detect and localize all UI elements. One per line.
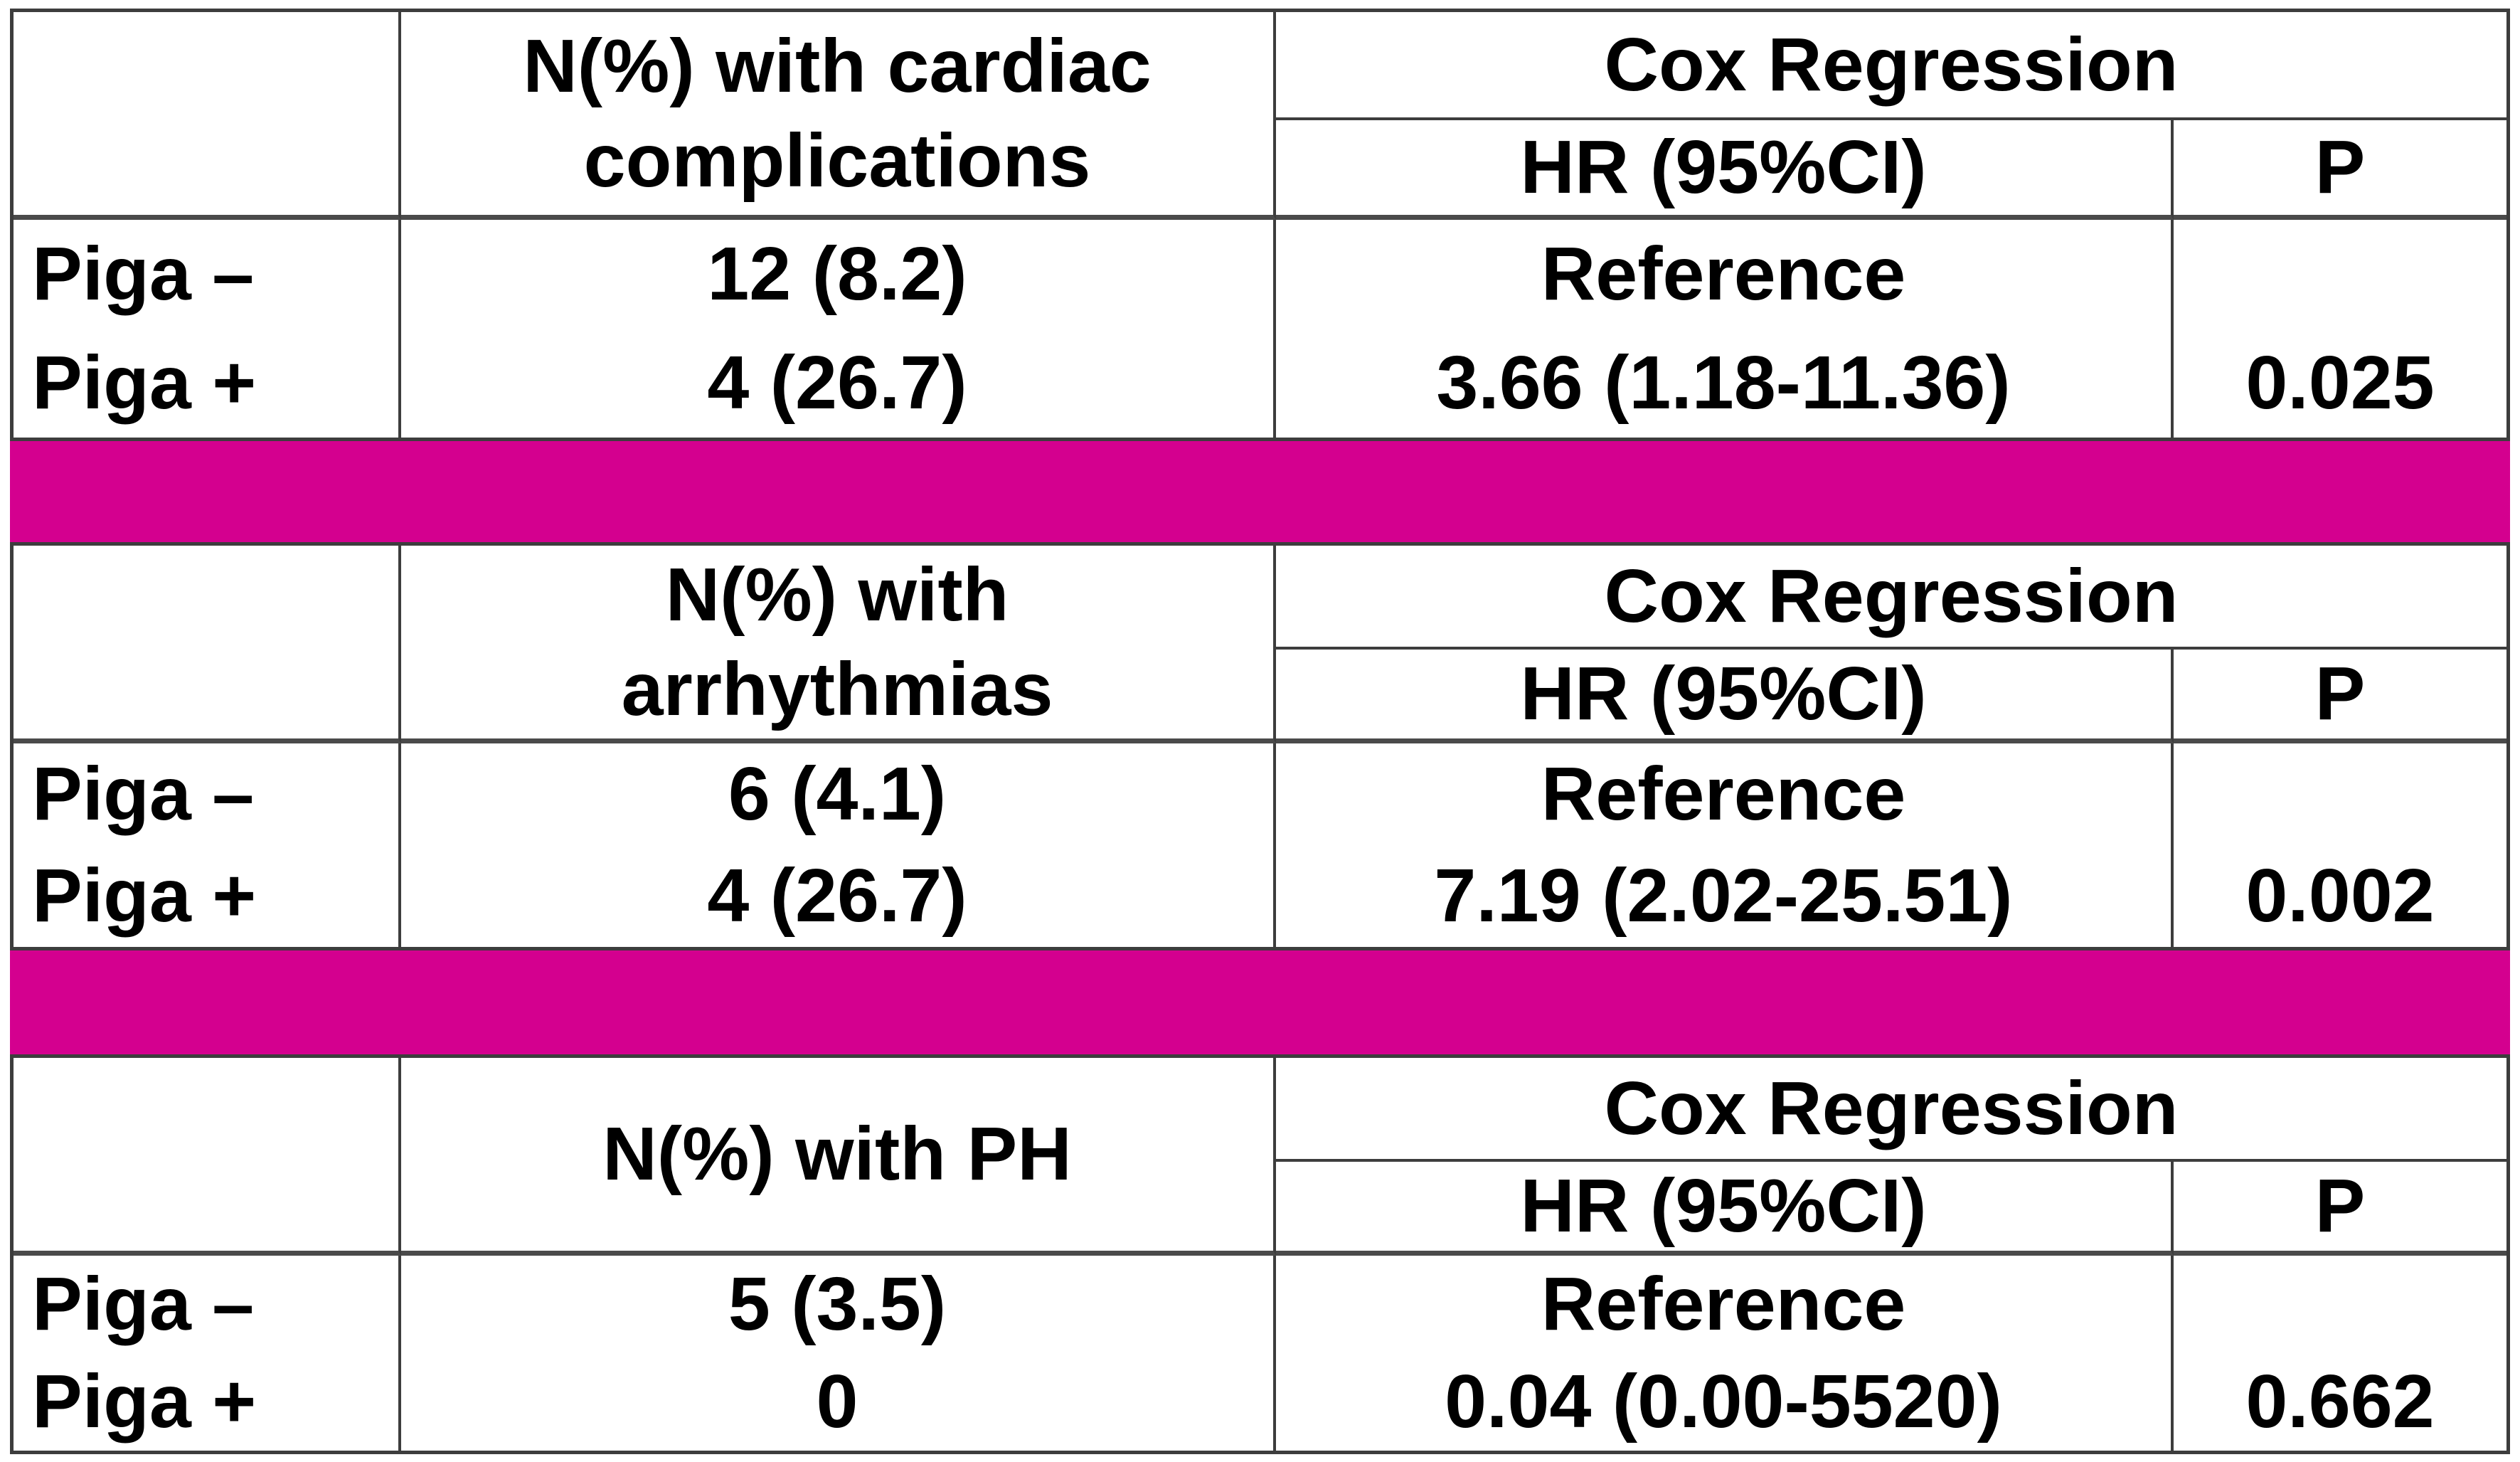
magenta-separator-bar bbox=[10, 441, 2510, 542]
measure-header-line: N(%) with bbox=[665, 553, 1009, 637]
measure-header-line: N(%) with cardiac bbox=[523, 24, 1152, 108]
measure-header-line: complications bbox=[583, 118, 1091, 203]
hazard-ratio-value: 7.19 (2.02-25.51) bbox=[1434, 854, 2013, 938]
group-label-cell: Piga – Piga + bbox=[14, 220, 401, 438]
p-value-header: P bbox=[2174, 650, 2506, 743]
n-percent-cell: 6 (4.1) 4 (26.7) bbox=[401, 743, 1276, 947]
n-percent-value: 4 (26.7) bbox=[707, 854, 967, 938]
hazard-ratio-value: 0.04 (0.00-5520) bbox=[1445, 1360, 2002, 1444]
p-value bbox=[2174, 220, 2506, 329]
corner-empty-cell bbox=[14, 546, 401, 743]
n-percent-cell: 12 (8.2) 4 (26.7) bbox=[401, 220, 1276, 438]
corner-empty-cell bbox=[14, 12, 401, 220]
hazard-ratio-cell: Reference 0.04 (0.00-5520) bbox=[1276, 1256, 2174, 1451]
cox-regression-header: Cox Regression bbox=[1276, 12, 2506, 120]
section-cardiac-complications: N(%) with cardiac complications Cox Regr… bbox=[10, 9, 2510, 441]
n-percent-cell: 5 (3.5) 0 bbox=[401, 1256, 1276, 1451]
p-value: 0.025 bbox=[2245, 341, 2435, 425]
hazard-ratio-cell: Reference 7.19 (2.02-25.51) bbox=[1276, 743, 2174, 947]
section-pulmonary-hypertension: N(%) with PH Cox Regression HR (95%CI) P… bbox=[10, 1054, 2510, 1454]
hazard-ratio-value: 3.66 (1.18-11.36) bbox=[1436, 341, 2011, 425]
p-value bbox=[2174, 743, 2506, 845]
group-label: Piga + bbox=[32, 854, 257, 938]
hazard-ratio-cell: Reference 3.66 (1.18-11.36) bbox=[1276, 220, 2174, 438]
hr-ci-header: HR (95%CI) bbox=[1276, 1162, 2174, 1256]
measure-header-ph: N(%) with PH bbox=[401, 1058, 1276, 1256]
group-label: Piga + bbox=[32, 341, 257, 425]
p-value-cell: 0.025 bbox=[2174, 220, 2506, 438]
p-value: 0.002 bbox=[2245, 854, 2435, 938]
p-value-header: P bbox=[2174, 120, 2506, 220]
group-label: Piga – bbox=[32, 752, 255, 836]
group-label: Piga – bbox=[32, 232, 255, 316]
p-value-cell: 0.662 bbox=[2174, 1256, 2506, 1451]
hr-ci-header: HR (95%CI) bbox=[1276, 650, 2174, 743]
corner-empty-cell bbox=[14, 1058, 401, 1256]
n-percent-value: 12 (8.2) bbox=[707, 232, 967, 316]
hazard-ratio-value: Reference bbox=[1541, 232, 1906, 316]
group-label-cell: Piga – Piga + bbox=[14, 1256, 401, 1451]
hazard-ratio-value: Reference bbox=[1541, 752, 1906, 836]
n-percent-value: 5 (3.5) bbox=[728, 1262, 947, 1346]
group-label: Piga + bbox=[32, 1360, 257, 1444]
p-value-header: P bbox=[2174, 1162, 2506, 1256]
group-label-cell: Piga – Piga + bbox=[14, 743, 401, 947]
p-value: 0.662 bbox=[2245, 1360, 2435, 1444]
n-percent-value: 0 bbox=[816, 1360, 858, 1444]
cox-regression-table-figure: N(%) with cardiac complications Cox Regr… bbox=[10, 9, 2510, 1454]
section-arrhythmias: N(%) with arrhythmias Cox Regression HR … bbox=[10, 542, 2510, 950]
measure-header-line: N(%) with PH bbox=[602, 1112, 1072, 1197]
measure-header-cardiac: N(%) with cardiac complications bbox=[401, 12, 1276, 220]
cox-regression-header: Cox Regression bbox=[1276, 546, 2506, 650]
n-percent-value: 6 (4.1) bbox=[728, 752, 947, 836]
hazard-ratio-value: Reference bbox=[1541, 1262, 1906, 1346]
p-value-cell: 0.002 bbox=[2174, 743, 2506, 947]
group-label: Piga – bbox=[32, 1262, 255, 1346]
measure-header-arrhythmias: N(%) with arrhythmias bbox=[401, 546, 1276, 743]
cox-regression-header: Cox Regression bbox=[1276, 1058, 2506, 1162]
hr-ci-header: HR (95%CI) bbox=[1276, 120, 2174, 220]
measure-header-line: arrhythmias bbox=[621, 647, 1053, 731]
n-percent-value: 4 (26.7) bbox=[707, 341, 967, 425]
magenta-separator-bar bbox=[10, 950, 2510, 1054]
p-value bbox=[2174, 1256, 2506, 1353]
